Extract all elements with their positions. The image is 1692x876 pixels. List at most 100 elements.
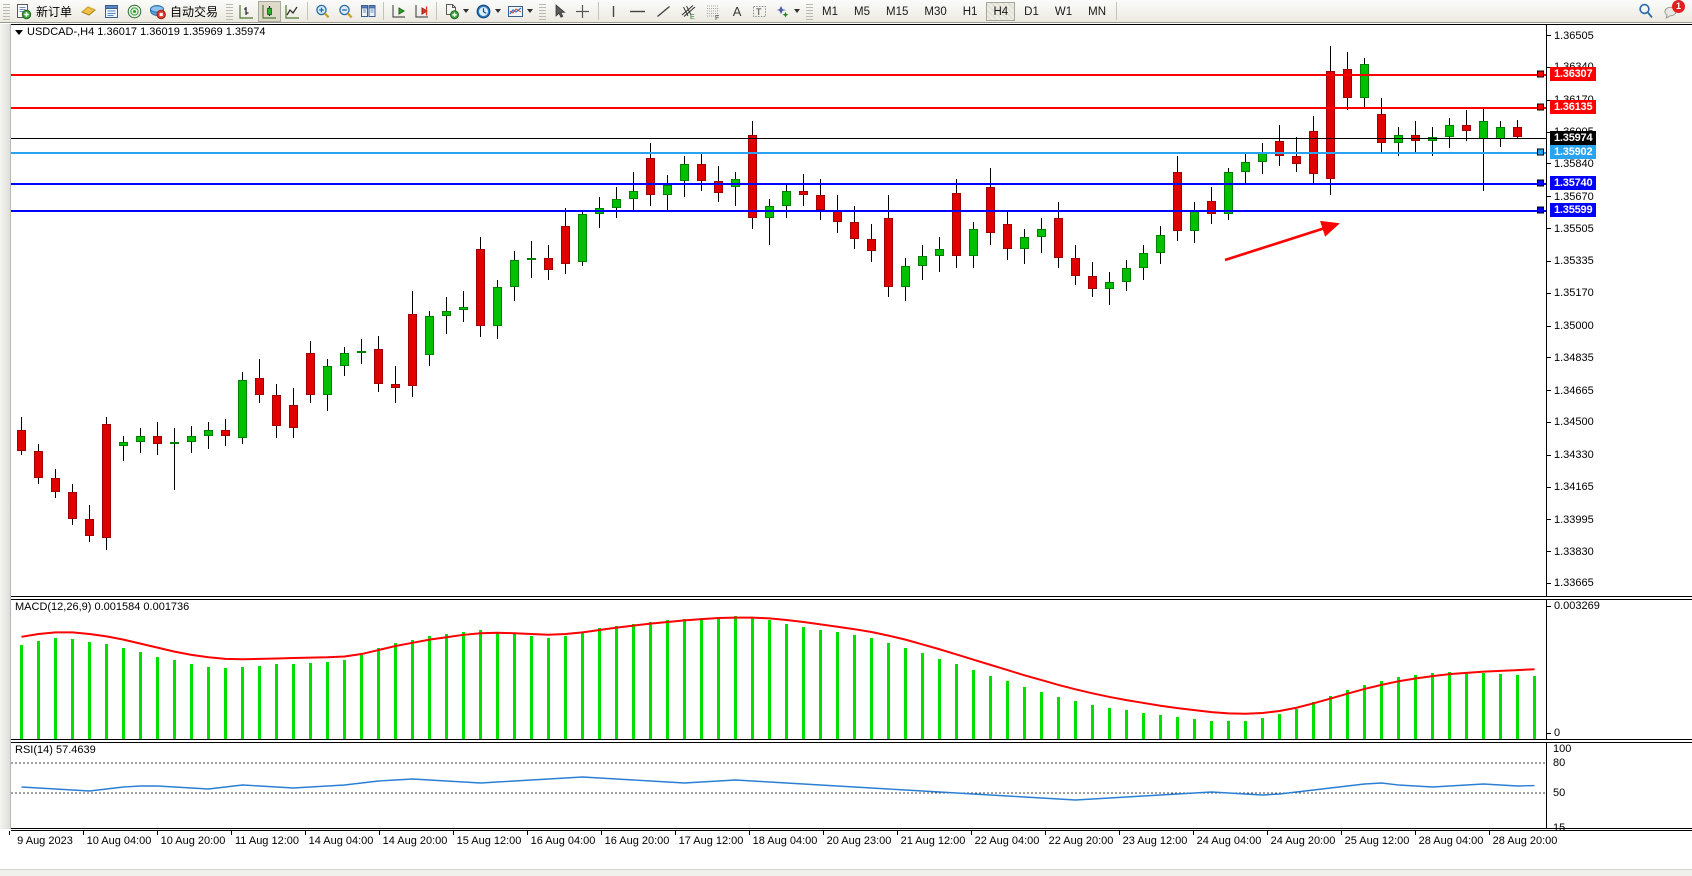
toolbar-grip-4[interactable] [806,1,814,21]
macd-bar [802,626,805,739]
zoom-out-button[interactable] [334,1,357,22]
macd-bar [1346,690,1349,739]
templates-icon [508,5,524,17]
price-level-line[interactable] [11,73,1546,76]
timeframe-m30[interactable]: M30 [924,5,947,18]
timeframe-mn[interactable]: MN [1088,5,1106,18]
price-level-line[interactable] [11,138,1546,140]
rsi-line [11,762,1546,801]
candle-wick [208,422,209,450]
macd-pane[interactable]: MACD(12,26,9) 0.001584 0.001736 0.003269… [11,599,1692,740]
chevron-down-icon[interactable] [527,9,534,13]
navigator-button[interactable] [123,1,146,22]
price-level-handle[interactable] [1537,179,1544,187]
price-level-line[interactable] [11,151,1546,154]
macd-bar [479,630,482,739]
candle-body [68,491,77,519]
trendline-button[interactable] [651,1,676,22]
time-scale[interactable]: 9 Aug 2023 10 Aug 04:00 10 Aug 20:00 11 Aug… [9,830,1692,852]
candle-body [578,214,587,263]
price-level-line[interactable] [11,106,1546,109]
rsi-plot[interactable]: RSI(14) 57.4639 [11,743,1547,828]
templates-button[interactable] [504,1,536,22]
time-tick-mark [1119,831,1120,835]
indicators-button[interactable] [440,1,472,22]
horizontal-line-icon [630,10,646,12]
price-level-handle[interactable] [1537,70,1544,78]
chevron-down-icon[interactable] [495,9,502,13]
timeframe-w1[interactable]: W1 [1054,5,1073,18]
toolbar-grip[interactable] [3,1,10,21]
zoom-in-button[interactable] [311,1,334,22]
time-tick-label: 11 Aug 12:00 [234,835,300,847]
cursor-button[interactable] [548,1,570,22]
timeframe-h4[interactable]: H4 [986,1,1016,21]
time-tick-mark [9,831,10,835]
timeframe-h1[interactable]: H1 [962,5,978,18]
candle-body [493,287,502,326]
auto-trading-button[interactable]: 自动交易 [146,1,223,22]
fibonacci-button[interactable]: F [701,1,726,22]
macd-bar [411,639,414,739]
line-chart-button[interactable] [281,1,304,22]
timeframe-m15[interactable]: M15 [886,5,909,18]
rsi-scale[interactable]: 100 80 50 15 [1547,743,1692,834]
text-label-button[interactable]: T [748,1,771,22]
vertical-line-button[interactable] [602,1,624,22]
crosshair-button[interactable] [570,1,595,22]
time-tick-label: 18 Aug 04:00 [752,835,818,847]
timeframe-m1[interactable]: M1 [822,5,839,18]
macd-bar [938,658,941,739]
timeframe-m5[interactable]: M5 [854,5,870,18]
candle-body [102,424,111,539]
toolbar-grip-2[interactable] [226,1,234,21]
shapes-button[interactable] [771,1,803,22]
period-button[interactable] [472,1,504,22]
chevron-down-icon[interactable] [463,9,470,13]
triangle-down-icon[interactable] [15,29,23,35]
price-plot[interactable]: USDCAD-,H4 1.36017 1.36019 1.35969 1.359… [11,25,1547,596]
auto-scroll-button[interactable] [387,1,410,22]
macd-bar [598,628,601,739]
data-window-button[interactable] [100,1,123,22]
price-level-line[interactable] [11,183,1546,186]
price-level-line[interactable] [11,210,1546,213]
price-level-handle[interactable] [1537,148,1544,156]
text-button[interactable]: A [726,1,748,22]
candle-body [1071,258,1080,276]
rsi-pane[interactable]: RSI(14) 57.4639 100 80 50 15 [11,742,1692,834]
macd-scale[interactable]: 0.003269 0 [1547,600,1692,739]
candle-body [323,366,332,396]
time-tick-label: 14 Aug 04:00 [308,835,374,847]
time-tick-mark [1045,831,1046,835]
macd-bar [513,634,516,739]
tile-windows-button[interactable] [357,1,380,22]
equidistant-channel-button[interactable]: E [676,1,701,22]
time-tick-label: 17 Aug 12:00 [678,835,744,847]
price-level-handle[interactable] [1537,206,1544,214]
bar-chart-button[interactable] [235,1,258,22]
price-pane[interactable]: USDCAD-,H4 1.36017 1.36019 1.35969 1.359… [11,24,1692,597]
price-tick: 1.34330 [1547,449,1594,461]
candlestick-chart-button[interactable] [258,0,282,22]
market-watch-button[interactable] [77,1,100,22]
price-level-handle[interactable] [1537,103,1544,111]
notification-button[interactable]: 1 [1662,0,1685,20]
candle-body [442,310,451,317]
macd-plot[interactable]: MACD(12,26,9) 0.001584 0.001736 [11,600,1547,739]
symbol-header: USDCAD-,H4 1.36017 1.36019 1.35969 1.359… [15,26,266,38]
candle-body [510,260,519,288]
timeframe-d1[interactable]: D1 [1024,5,1039,18]
search-icon[interactable] [1637,2,1655,20]
toolbar-grip-3[interactable] [539,1,547,21]
macd-bar [819,630,822,739]
candlestick-icon [262,4,277,19]
new-order-button[interactable]: 新订单 [12,1,77,22]
price-scale[interactable]: 1.365051.363401.361701.360051.358401.356… [1547,25,1692,596]
chevron-down-icon[interactable] [794,9,801,13]
horizontal-line-button[interactable] [624,1,651,22]
candle-body [34,451,43,479]
svg-text:E: E [690,14,695,20]
chart-vertical-scrollbar[interactable] [0,24,11,829]
chart-shift-button[interactable] [410,1,433,22]
